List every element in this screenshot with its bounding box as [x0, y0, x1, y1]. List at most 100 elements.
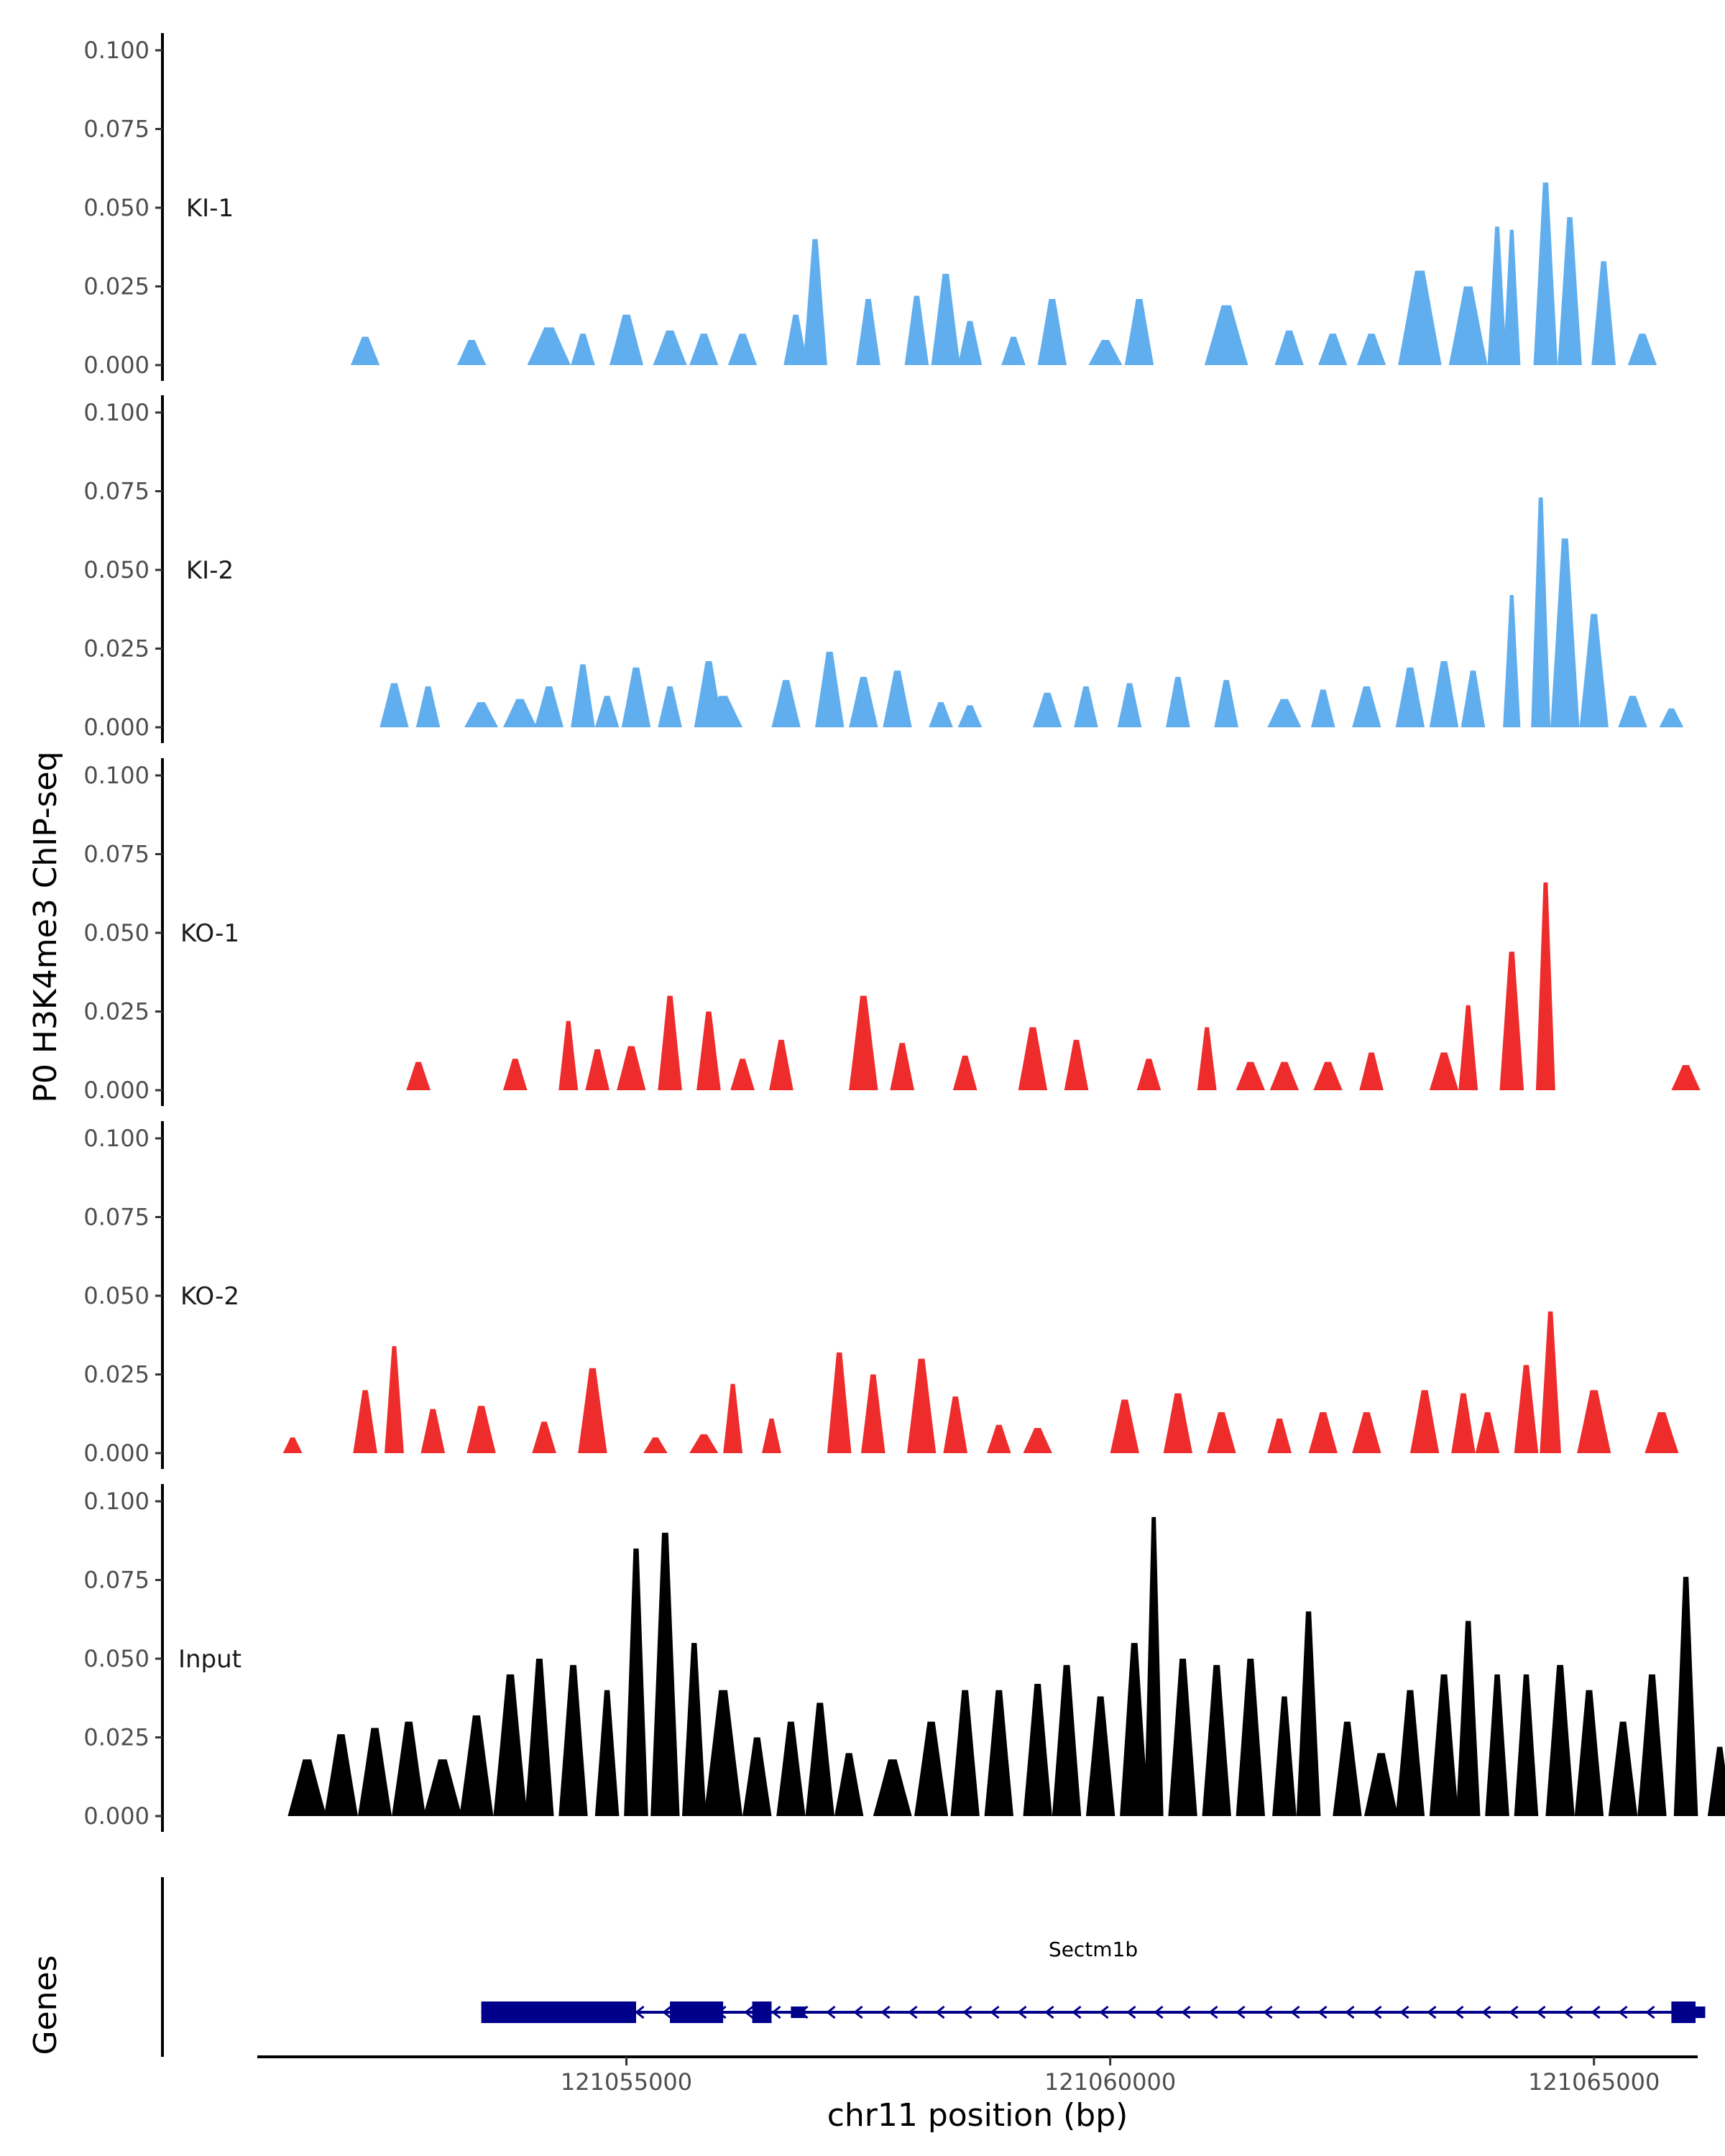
y-axis-title: P0 H3K4me3 ChIP-seq — [27, 751, 64, 1102]
track-panel-ko-2: 0.000 0.025 0.050 0.075 0.100 KO-2 — [83, 1121, 1679, 1469]
coverage-peak — [1485, 1674, 1509, 1816]
coverage-peak — [762, 1418, 781, 1453]
coverage-peak — [1608, 1721, 1638, 1816]
coverage-peak — [1673, 1577, 1698, 1816]
gene-exon — [1671, 2001, 1696, 2023]
y-tick-label: 0.075 — [83, 1567, 150, 1594]
coverage-peak — [459, 1715, 494, 1816]
coverage-peak — [1409, 1390, 1440, 1453]
track-panel-input: 0.000 0.025 0.050 0.075 0.100 Input — [83, 1484, 1725, 1832]
coverage-peak — [1545, 1664, 1575, 1816]
coverage-peak — [1207, 1412, 1236, 1453]
coverage-peak — [1204, 305, 1248, 365]
coverage-peak — [532, 1422, 556, 1453]
coverage-peak — [1120, 1643, 1149, 1816]
coverage-peak — [658, 686, 682, 727]
coverage-peak — [1236, 1659, 1265, 1816]
gene-exon — [481, 2001, 636, 2023]
coverage-peak — [1269, 1061, 1300, 1090]
gene-exon — [752, 2001, 772, 2023]
coverage-peak — [1274, 330, 1304, 365]
strand-arrow — [935, 2005, 945, 2019]
coverage-peak — [1363, 1753, 1399, 1816]
strand-arrow — [662, 2005, 672, 2019]
coverage-peak — [1074, 686, 1098, 727]
coverage-peak — [1037, 299, 1067, 365]
coverage-peak — [357, 1728, 392, 1816]
coverage-peak — [689, 333, 719, 365]
coverage-peak — [380, 683, 409, 727]
coverage-peak — [456, 339, 487, 365]
strand-arrow — [1399, 2005, 1409, 2019]
y-tick-label: 0.000 — [83, 351, 150, 379]
coverage-peak — [464, 701, 499, 727]
coverage-peak — [1627, 333, 1657, 365]
coverage-peak — [957, 321, 983, 365]
y-tick-label: 0.000 — [83, 1802, 150, 1830]
coverage-peak — [943, 1396, 968, 1453]
coverage-peak — [323, 1734, 358, 1816]
coverage-peak — [1136, 1059, 1162, 1090]
coverage-peak — [571, 333, 595, 365]
coverage-peak — [1460, 671, 1486, 727]
coverage-peak — [883, 671, 912, 727]
y-tick-label: 0.025 — [83, 635, 150, 663]
y-tick-label: 0.050 — [83, 1645, 150, 1672]
y-tick-label: 0.100 — [83, 1125, 150, 1152]
strand-arrow — [962, 2005, 972, 2019]
coverage-peak — [723, 1383, 743, 1453]
coverage-peak — [282, 1437, 303, 1453]
coverage-peak — [392, 1721, 426, 1816]
coverage-peak — [1272, 1696, 1297, 1816]
track-label: Input — [178, 1645, 242, 1674]
coverage-peak — [1001, 336, 1026, 365]
coverage-peak — [558, 1021, 579, 1090]
track-label: KO-1 — [180, 919, 239, 948]
y-tick-label: 0.100 — [83, 37, 150, 64]
y-tick-label: 0.025 — [83, 1361, 150, 1388]
coverage-peak — [415, 686, 441, 727]
coverage-peak — [1023, 1684, 1052, 1816]
y-tick-label: 0.100 — [83, 1488, 150, 1515]
coverage-peak — [534, 686, 564, 727]
coverage-peak — [1352, 686, 1381, 727]
coverage-peak — [1448, 286, 1488, 365]
coverage-peak — [1503, 229, 1521, 365]
gene-exon — [1696, 2007, 1706, 2018]
coverage-peak — [1455, 1621, 1481, 1816]
strand-arrow — [771, 2005, 781, 2019]
strand-arrow — [635, 2005, 645, 2019]
coverage-peak — [1618, 696, 1647, 727]
strand-arrow — [880, 2005, 891, 2019]
track-label: KI-1 — [186, 194, 234, 223]
coverage-peak — [288, 1759, 327, 1816]
coverage-peak — [860, 1374, 886, 1453]
coverage-peak — [585, 1049, 610, 1090]
coverage-peak — [1398, 270, 1442, 365]
coverage-peak — [1577, 1390, 1611, 1453]
track-panel-ki-1: 0.000 0.025 0.050 0.075 0.100 KI-1 — [83, 33, 1657, 381]
coverage-peak — [1333, 1721, 1362, 1816]
coverage-peak — [704, 696, 743, 727]
coverage-peak — [984, 1690, 1013, 1816]
y-tick-label: 0.075 — [83, 841, 150, 868]
coverage-peak — [803, 239, 827, 365]
coverage-peak — [1514, 1674, 1539, 1816]
x-tick-label: 121055000 — [561, 2068, 692, 2096]
strand-arrow — [1154, 2005, 1164, 2019]
coverage-peak — [957, 705, 983, 727]
gene-panel: Sectm1b — [161, 1877, 1706, 2057]
x-tick-label: 121060000 — [1044, 2068, 1176, 2096]
coverage-peak — [904, 295, 929, 365]
y-tick-label: 0.100 — [83, 762, 150, 789]
coverage-peak — [1395, 667, 1425, 727]
coverage-peak — [1637, 1674, 1667, 1816]
y-tick-label: 0.075 — [83, 478, 150, 505]
coverage-peak — [1533, 182, 1558, 365]
strand-arrow — [1126, 2005, 1136, 2019]
coverage-peak — [1579, 614, 1609, 727]
coverage-peak — [906, 1358, 937, 1453]
coverage-peak — [849, 676, 878, 727]
strand-arrow — [826, 2005, 836, 2019]
